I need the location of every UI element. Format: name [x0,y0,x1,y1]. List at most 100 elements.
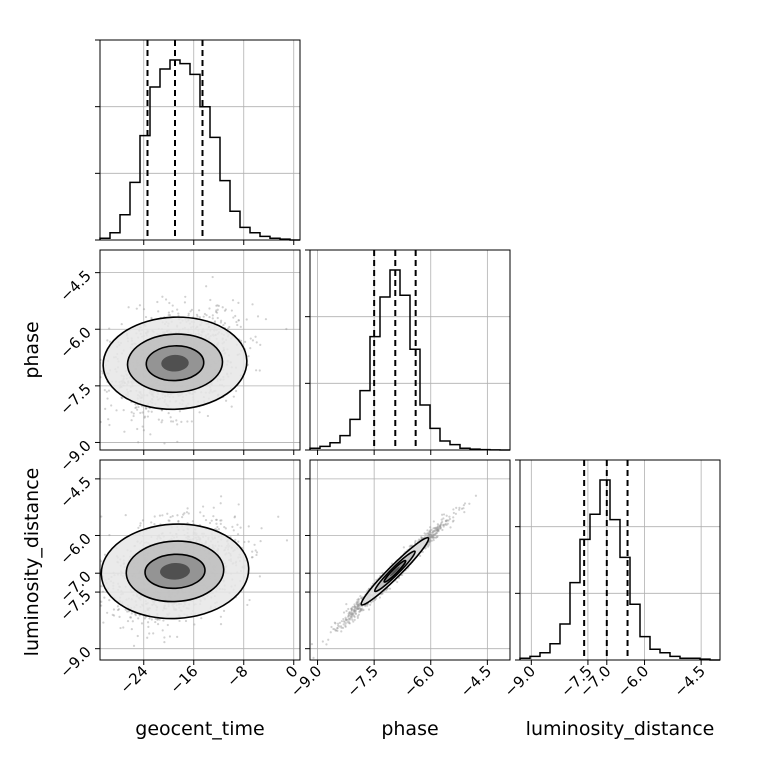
sample-point [259,343,262,346]
sample-point [112,608,116,611]
scatter-panel-geocent_time-phase: −9.0 −7.5 −6.0 −4.5 [56,249,301,475]
sample-point [157,310,160,313]
sample-point [428,540,431,544]
sample-point [353,605,357,608]
sample-point [431,534,434,537]
sample-point [166,512,169,515]
sample-point [345,609,348,613]
sample-point [244,340,247,343]
sample-point [212,515,215,518]
sample-point [353,608,356,611]
contour-level-1 [125,540,225,603]
sample-point [436,529,439,532]
sample-point [355,605,359,609]
sample-point [167,412,170,415]
sample-point [111,613,114,616]
sample-point [89,381,91,383]
sample-point [428,531,431,534]
sample-point [358,603,361,606]
sample-point [441,528,444,532]
sample-point [215,309,218,312]
sample-point [108,423,111,427]
contour-level-1 [373,550,416,593]
sample-point [103,553,107,556]
sample-point [436,526,439,529]
sample-point [344,618,347,621]
sample-point [285,539,289,542]
sample-point [357,604,360,607]
sample-point [338,625,341,628]
sample-point [94,621,96,623]
sample-point [340,620,343,623]
sample-point [202,315,205,318]
sample-point [442,517,445,520]
sample-point [106,397,109,400]
sample-point [134,403,137,406]
sample-point [439,523,442,527]
sample-point [117,608,121,611]
sample-point [344,624,347,627]
sample-point [432,530,435,533]
sample-point [325,643,328,646]
sample-point [132,412,135,415]
sample-point [423,532,426,535]
sample-point [110,404,113,407]
sample-point [436,529,439,532]
sample-point [221,306,224,309]
sample-point [349,618,352,621]
sample-point [142,429,145,432]
sample-point [237,503,240,506]
sample-point [177,312,180,315]
sample-point [438,527,441,530]
sample-point [191,520,194,523]
sample-point [442,523,445,526]
sample-point [436,523,439,526]
sample-point [352,620,355,623]
sample-point [235,320,238,324]
sample-point [334,622,337,625]
sample-point [202,514,205,518]
sample-point [251,550,254,553]
sample-point [234,314,237,318]
sample-point [436,529,439,532]
scatter-panel-geocent_time-luminosity_distance: −24 −16 −8 0−9.0−7.5−7.0−6.0−4.5 [56,459,302,697]
sample-point [356,607,359,610]
sample-point [185,511,189,514]
sample-point [183,301,187,304]
sample-point [118,615,121,619]
sample-point [359,608,362,611]
sample-point [414,539,417,543]
x-tick-label-luminosity_distance-3: −6.0 [614,662,652,700]
sample-point [359,609,362,612]
sample-point [135,406,138,409]
sample-point [176,423,179,426]
contour-level-0 [360,536,430,606]
sample-point [139,411,142,415]
sample-point [430,534,433,537]
sample-point [347,620,350,623]
sample-point [164,298,168,301]
sample-point [435,536,438,539]
sample-point [342,620,345,623]
sample-point [247,540,250,543]
sample-point [175,419,178,422]
sample-point [163,641,166,644]
sample-point [108,533,111,537]
sample-point [255,369,258,372]
sample-point [427,532,431,535]
sample-point [211,314,214,317]
sample-point [353,605,356,608]
sample-point [378,596,382,599]
histogram-luminosity_distance [519,479,720,661]
sample-point [171,515,174,518]
sample-point [435,528,438,531]
sample-point [312,656,315,659]
sample-point [445,514,448,517]
scatter-panel-phase-luminosity_distance: −9.0 −7.5 −6.0 −4.5 [287,459,511,701]
sample-point [124,608,127,611]
sample-point [428,535,431,538]
sample-point [434,532,437,535]
sample-point [116,608,120,612]
sample-point [210,519,213,522]
sample-point [94,371,96,373]
